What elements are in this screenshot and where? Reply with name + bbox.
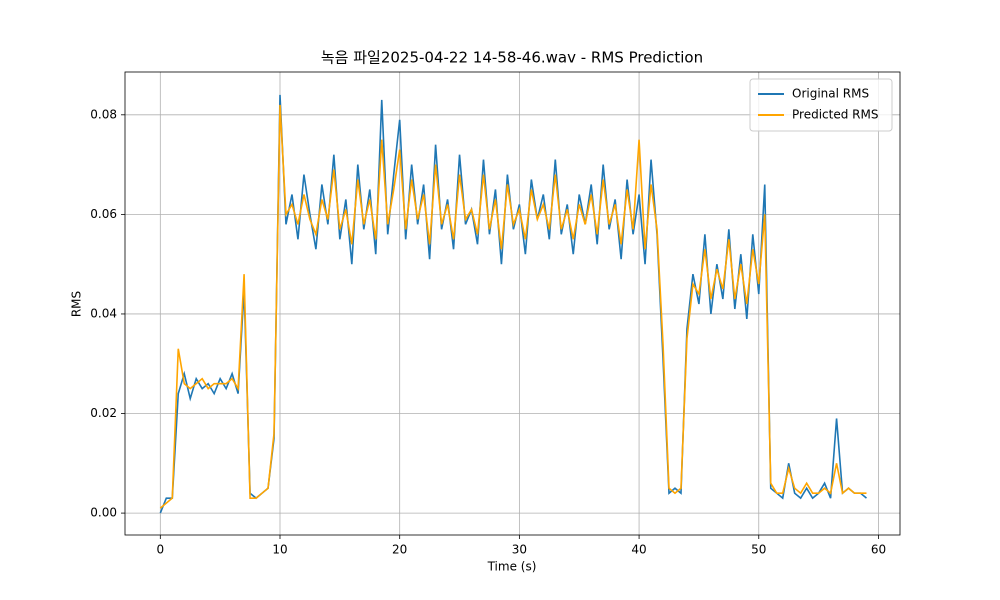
x-tick-label: 50 <box>751 543 766 557</box>
legend-label: Original RMS <box>792 87 869 101</box>
y-tick-label: 0.08 <box>90 107 117 121</box>
x-tick-label: 40 <box>631 543 646 557</box>
x-tick-label: 20 <box>392 543 407 557</box>
x-tick-label: 60 <box>871 543 886 557</box>
y-tick-label: 0.06 <box>90 207 117 221</box>
plot-frame <box>124 71 901 536</box>
x-tick-label: 30 <box>512 543 527 557</box>
legend-label: Predicted RMS <box>792 108 878 122</box>
y-tick-label: 0.00 <box>90 506 117 520</box>
y-axis-label: RMS <box>70 291 84 317</box>
legend-box <box>749 78 893 132</box>
y-tick-label: 0.04 <box>90 306 117 320</box>
x-tick-label: 0 <box>156 543 164 557</box>
x-tick-label: 10 <box>272 543 287 557</box>
series-line <box>159 94 868 514</box>
x-axis-label: Time (s) <box>487 560 537 574</box>
chart-title: 녹음 파일2025-04-22 14-58-46.wav - RMS Predi… <box>321 49 703 67</box>
series-line <box>159 104 867 509</box>
y-tick-label: 0.02 <box>90 406 117 420</box>
